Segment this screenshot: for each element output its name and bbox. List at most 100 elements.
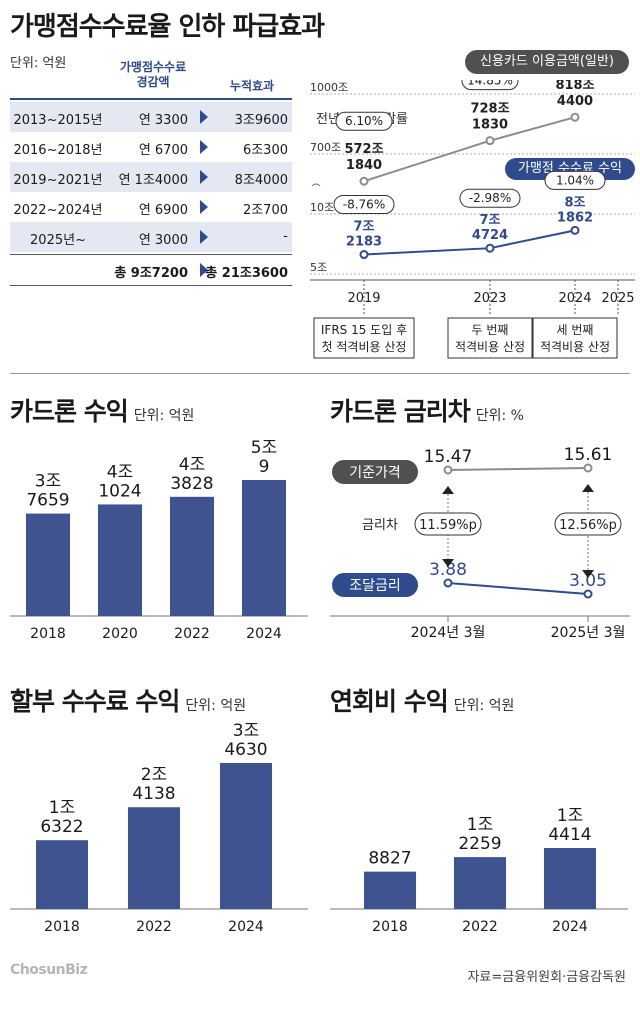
spread-title-text: 카드론 금리차 [330, 397, 471, 426]
fee-point [485, 243, 495, 253]
value-label: 15.61 [564, 445, 613, 465]
table-row: 2013~2015년 연 3300 3조9600 [10, 102, 292, 132]
funding-rate-line [447, 582, 589, 595]
arrow-down-icon [442, 559, 454, 567]
y-tick-label: 700조 [310, 141, 341, 154]
annotation-box [532, 317, 618, 359]
row-cumulative: 3조9600 [234, 113, 288, 128]
chosunbiz-logo: ChosunBiz [10, 962, 88, 978]
x-tick-label: 2025 [601, 291, 634, 306]
installment-chart: 1조 6322 2018 2조 4138 2022 3조 4630 2024 [10, 721, 308, 935]
x-tick-label: 2024 [552, 919, 588, 935]
series-pill-label: 기준가격 [349, 465, 401, 481]
spread-title: 카드론 금리차 단위: % [330, 392, 524, 428]
table-row: 2025년~ 연 3000 - [10, 222, 292, 252]
bar-value-label: 1조 6322 [40, 798, 83, 837]
table-header-cumulative: 누적효과 [212, 79, 292, 94]
installment-title-text: 할부 수수료 수익 [10, 687, 180, 716]
fee-growth-label: -8.76% [343, 198, 385, 212]
y-tick-label: 10조 [310, 201, 334, 214]
growth-bubble [544, 170, 606, 190]
annotation-text: 두 번째 적격비용 산정 [455, 323, 525, 354]
x-tick-label: 2022 [174, 626, 210, 642]
table-row: 2019~2021년 연 1조4000 8조4000 [10, 162, 292, 192]
annotation-box [447, 317, 533, 359]
data-point [583, 463, 593, 473]
x-tick-label: 2022 [462, 919, 498, 935]
row-reduction: 연 6700 [138, 143, 188, 158]
row-period: 2022~2024년 [13, 203, 103, 218]
x-tick-label: 2024 [246, 626, 282, 642]
usage-value-label: 728조 1830 [470, 102, 509, 133]
fee-point [570, 225, 580, 235]
axis-break-icon [311, 183, 321, 187]
table-total-row: 총 9조7200 총 21조3600 [10, 254, 292, 286]
row-cumulative: 2조700 [242, 203, 288, 218]
spread-label: 금리차 [362, 518, 398, 533]
fee-line [363, 229, 576, 256]
bar [220, 763, 272, 909]
installment-title: 할부 수수료 수익 단위: 억원 [10, 682, 246, 718]
growth-bubble [335, 111, 393, 131]
y-tick-label: 5조 [310, 261, 327, 274]
data-point [443, 578, 453, 588]
arrow-right-icon [200, 230, 208, 244]
page-title: 가맹점수수료율 인하 파급효과 [10, 12, 325, 42]
table-header-reduction: 가맹점수수료 경감액 [108, 60, 198, 90]
x-tick-label: 2025년 3월 [551, 625, 626, 641]
legend-card-usage: 신용카드 이용금액(일반) [465, 50, 629, 74]
row-cumulative: - [283, 229, 288, 244]
divider [10, 373, 630, 374]
usage-value-label: 818조 4400 [555, 80, 594, 109]
series-pill [332, 573, 418, 597]
arrow-right-icon [200, 170, 208, 184]
table-row: 2016~2018년 연 6700 6조300 [10, 132, 292, 162]
y-tick-label: 1000조 [310, 81, 348, 94]
bar [128, 807, 180, 909]
bar [364, 871, 416, 909]
total-cumulative: 총 21조3600 [205, 266, 288, 281]
annualfee-title-text: 연회비 수익 [330, 687, 449, 716]
logo-text: ChosunBiz [10, 962, 88, 978]
fee-point [359, 250, 369, 260]
series-pill [332, 460, 418, 484]
fee-value-label: 7조 2183 [346, 220, 382, 250]
spread-bubble [414, 512, 482, 536]
x-tick-label: 2022 [136, 919, 172, 935]
data-point [583, 589, 593, 599]
annotation-text: 세 번째 적격비용 산정 [540, 323, 610, 354]
arrow-right-icon [200, 110, 208, 124]
value-label: 3.05 [569, 571, 607, 591]
x-tick-label: 2023 [473, 291, 506, 306]
bar-value-label: 5조 9 [251, 438, 277, 477]
bar [544, 848, 596, 909]
annualfee-chart: 8827 2018 1조 2259 2022 1조 4414 2024 [330, 806, 628, 935]
cardloan-title-text: 카드론 수익 [10, 397, 129, 426]
bar-value-label: 3조 4630 [224, 721, 267, 760]
x-tick-label: 2024 [228, 919, 264, 935]
value-label: 3.88 [429, 560, 467, 580]
bar-value-label: 4조 3828 [170, 455, 213, 494]
x-tick-label: 2024년 3월 [411, 625, 486, 641]
row-reduction: 연 6900 [138, 203, 188, 218]
fee-growth-label: 1.04% [556, 173, 594, 187]
bar [26, 513, 70, 616]
annualfee-unit: 단위: 억원 [453, 698, 515, 714]
annualfee-title: 연회비 수익 단위: 억원 [330, 682, 514, 718]
arrow-right-icon [200, 140, 208, 154]
bar [170, 496, 214, 616]
table-header-reduction-text: 가맹점수수료 경감액 [119, 60, 187, 89]
row-reduction: 연 1조4000 [118, 173, 188, 188]
bar-value-label: 1조 4414 [548, 806, 591, 845]
x-tick-label: 2018 [44, 919, 80, 935]
cardloan-title: 카드론 수익 단위: 억원 [10, 392, 194, 428]
bar [36, 840, 88, 909]
row-reduction: 연 3300 [138, 113, 188, 128]
spread-value: 12.56%p [559, 518, 617, 533]
row-period: 2013~2015년 [13, 113, 103, 128]
table-row: 2022~2024년 연 6900 2조700 [10, 192, 292, 222]
source-label: 자료=금융위원회·금융감독원 [467, 970, 626, 985]
bar-value-label: 2조 4138 [132, 765, 175, 804]
annotation-box [313, 317, 415, 359]
cardloan-unit: 단위: 억원 [133, 408, 195, 424]
